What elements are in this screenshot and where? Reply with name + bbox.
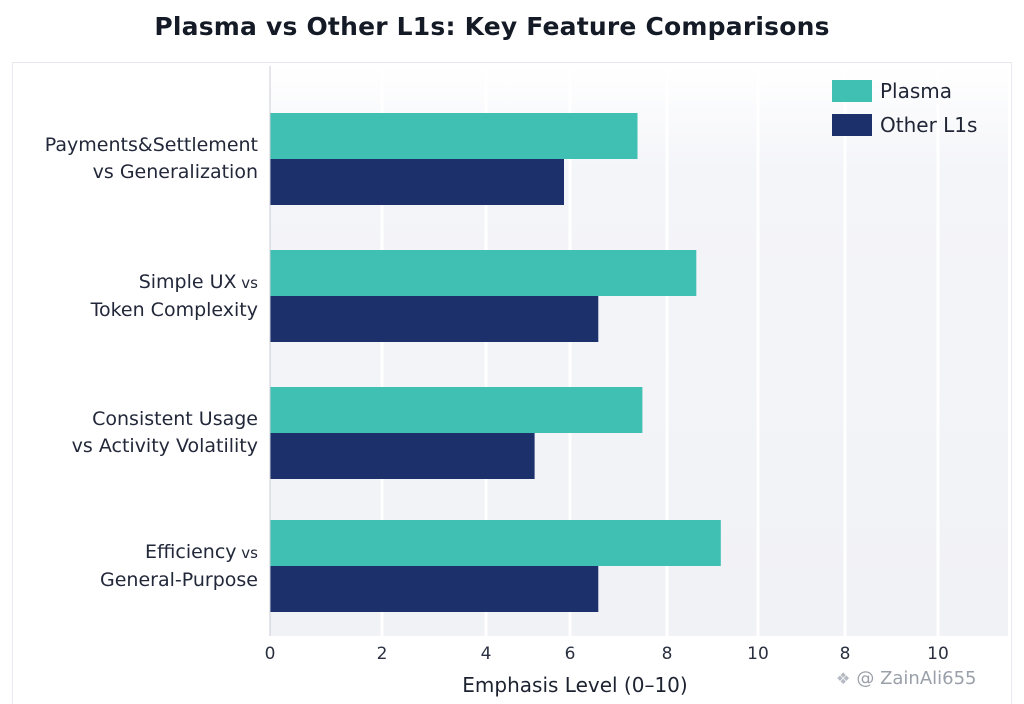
x-tick-label: 8 xyxy=(839,644,851,664)
category-label-1: Payments&Settlement vs Generalization xyxy=(44,134,258,183)
watermark-text: @ ZainAli655 xyxy=(856,668,977,689)
bar-other-l1s-4 xyxy=(270,566,599,612)
x-tick-label: 2 xyxy=(376,644,388,664)
legend-label-other-l1s: Other L1s xyxy=(880,113,978,137)
x-tick-label: 8 xyxy=(661,644,673,664)
legend-label-plasma: Plasma xyxy=(880,79,953,103)
category-label-4: Efficiency vs General-Purpose xyxy=(100,541,258,591)
bar-other-l1s-3 xyxy=(270,433,535,479)
bar-plasma-3 xyxy=(270,387,643,433)
x-tick-label: 4 xyxy=(480,644,492,664)
legend-item-plasma: Plasma xyxy=(832,74,977,108)
legend-swatch-plasma xyxy=(832,80,872,102)
bar-plasma-4 xyxy=(270,520,721,566)
bars xyxy=(270,113,721,612)
bar-other-l1s-1 xyxy=(270,159,564,205)
bar-plasma-1 xyxy=(270,113,638,159)
frame-border-left xyxy=(12,62,13,704)
x-tick-label: 0 xyxy=(264,644,276,664)
x-tick-label: 10 xyxy=(927,644,949,664)
category-label-2: Simple UX vs Token Complexity xyxy=(90,271,258,321)
bar-other-l1s-2 xyxy=(270,296,599,342)
x-axis-label: Emphasis Level (0–10) xyxy=(462,673,688,697)
legend-item-other-l1s: Other L1s xyxy=(832,108,977,142)
watermark: ❖ @ ZainAli655 xyxy=(836,668,977,689)
chart-title: Plasma vs Other L1s: Key Feature Compari… xyxy=(154,12,830,41)
frame-border-right xyxy=(1011,62,1012,704)
bar-plasma-2 xyxy=(270,250,697,296)
app-logo-icon: ❖ xyxy=(836,669,851,688)
title-divider xyxy=(12,62,1012,63)
legend: Plasma Other L1s xyxy=(832,74,977,142)
x-tick-label: 6 xyxy=(564,644,576,664)
x-tick-label: 10 xyxy=(747,644,769,664)
category-label-3: Consistent Usage vs Activity Volatility xyxy=(71,408,258,457)
legend-swatch-other-l1s xyxy=(832,114,872,136)
